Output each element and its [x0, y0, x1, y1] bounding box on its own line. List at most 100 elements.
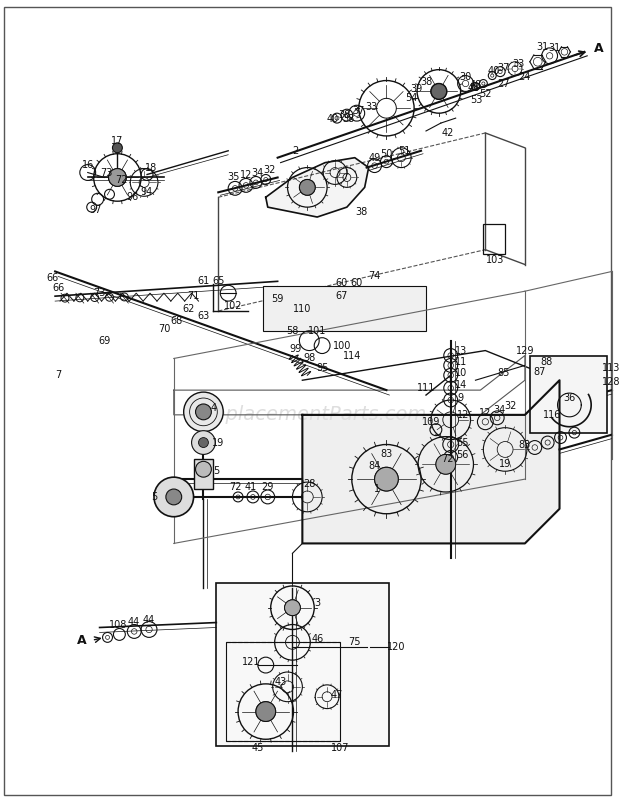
Text: 97: 97: [89, 205, 102, 215]
Text: 100: 100: [333, 341, 351, 350]
Text: 40: 40: [487, 66, 499, 75]
Text: 30: 30: [459, 71, 472, 82]
Circle shape: [108, 168, 126, 186]
Text: 48: 48: [467, 83, 480, 94]
Text: A: A: [594, 43, 604, 55]
Text: 38: 38: [356, 207, 368, 217]
Text: 53: 53: [470, 95, 482, 105]
Text: 44: 44: [143, 614, 155, 625]
Text: 24: 24: [519, 71, 531, 82]
Circle shape: [198, 438, 208, 448]
Text: 108: 108: [109, 619, 128, 630]
Text: 120: 120: [387, 642, 405, 652]
Text: 42: 42: [441, 128, 454, 138]
Bar: [484, 224, 505, 253]
Text: 45: 45: [252, 743, 264, 753]
Text: 63: 63: [197, 311, 210, 321]
Text: 70: 70: [157, 324, 170, 334]
Text: 61: 61: [197, 277, 210, 286]
Text: 33: 33: [365, 102, 378, 112]
Text: 73: 73: [94, 288, 106, 298]
Circle shape: [166, 489, 182, 504]
Circle shape: [112, 143, 122, 152]
Text: 5: 5: [213, 466, 219, 476]
Text: 38: 38: [420, 76, 432, 87]
Text: eReplacementParts.com: eReplacementParts.com: [188, 405, 427, 424]
Text: 85: 85: [497, 368, 509, 379]
Text: A: A: [77, 634, 87, 647]
Circle shape: [192, 431, 215, 455]
Circle shape: [299, 180, 315, 195]
Text: 114: 114: [343, 350, 361, 361]
Text: 129: 129: [516, 346, 534, 355]
Text: 72: 72: [115, 176, 128, 185]
Text: 75: 75: [348, 638, 361, 647]
Text: 1: 1: [373, 484, 379, 494]
Text: 2: 2: [292, 146, 299, 156]
Text: 107: 107: [330, 743, 349, 753]
Text: 121: 121: [242, 657, 260, 667]
Polygon shape: [266, 158, 369, 217]
Text: 84: 84: [368, 461, 381, 472]
Text: 60: 60: [351, 278, 363, 288]
Text: 18: 18: [145, 163, 157, 172]
Text: 34: 34: [252, 168, 264, 177]
Text: 3: 3: [314, 597, 321, 608]
Text: 103: 103: [486, 254, 505, 265]
Text: 56: 56: [456, 451, 469, 460]
Text: 5: 5: [151, 492, 157, 502]
Text: 52: 52: [479, 89, 492, 99]
Text: 38: 38: [339, 110, 351, 120]
Text: 55: 55: [456, 438, 469, 448]
Text: 72: 72: [229, 482, 241, 492]
Text: 95: 95: [316, 363, 329, 374]
Text: 14: 14: [454, 380, 467, 391]
Text: 98: 98: [303, 354, 316, 363]
Bar: [193, 460, 213, 489]
Text: 72: 72: [441, 455, 454, 464]
Text: 66: 66: [52, 283, 64, 294]
Text: 68: 68: [170, 316, 183, 326]
Text: 10: 10: [454, 368, 467, 379]
Text: 60: 60: [336, 278, 348, 288]
Text: 12: 12: [458, 410, 470, 419]
Text: 32: 32: [504, 401, 516, 411]
Text: 49: 49: [368, 152, 381, 163]
Circle shape: [436, 455, 456, 474]
Text: 41: 41: [245, 482, 257, 492]
Text: 87: 87: [534, 367, 546, 377]
Circle shape: [431, 83, 447, 99]
Text: 39: 39: [410, 84, 422, 95]
Circle shape: [374, 468, 398, 491]
Text: 33: 33: [512, 59, 524, 69]
Text: 69: 69: [99, 336, 111, 346]
Text: 116: 116: [543, 410, 562, 419]
Text: 74: 74: [368, 271, 381, 282]
Text: 62: 62: [182, 304, 195, 314]
Text: 37: 37: [353, 106, 365, 116]
Text: 36: 36: [564, 393, 575, 403]
Text: 59: 59: [272, 294, 284, 304]
Text: 11: 11: [454, 358, 467, 367]
Text: 7: 7: [55, 371, 61, 380]
Text: 19: 19: [499, 460, 511, 469]
Text: 54: 54: [405, 93, 417, 103]
Text: 48: 48: [469, 80, 482, 91]
Text: 83: 83: [519, 439, 531, 449]
Bar: [530, 355, 607, 432]
Text: 101: 101: [308, 326, 326, 336]
Text: 83: 83: [380, 449, 392, 460]
Text: 109: 109: [422, 417, 440, 427]
Text: 71: 71: [187, 291, 200, 302]
Text: 16: 16: [82, 160, 94, 169]
Bar: [263, 286, 426, 330]
Text: 9: 9: [458, 393, 464, 403]
Circle shape: [195, 404, 211, 419]
Text: 28: 28: [303, 479, 316, 489]
Text: 111: 111: [417, 383, 435, 393]
Circle shape: [184, 392, 223, 431]
Text: 47: 47: [331, 690, 343, 700]
Circle shape: [285, 600, 300, 616]
Text: 102: 102: [224, 301, 242, 311]
Text: 37: 37: [497, 63, 509, 73]
